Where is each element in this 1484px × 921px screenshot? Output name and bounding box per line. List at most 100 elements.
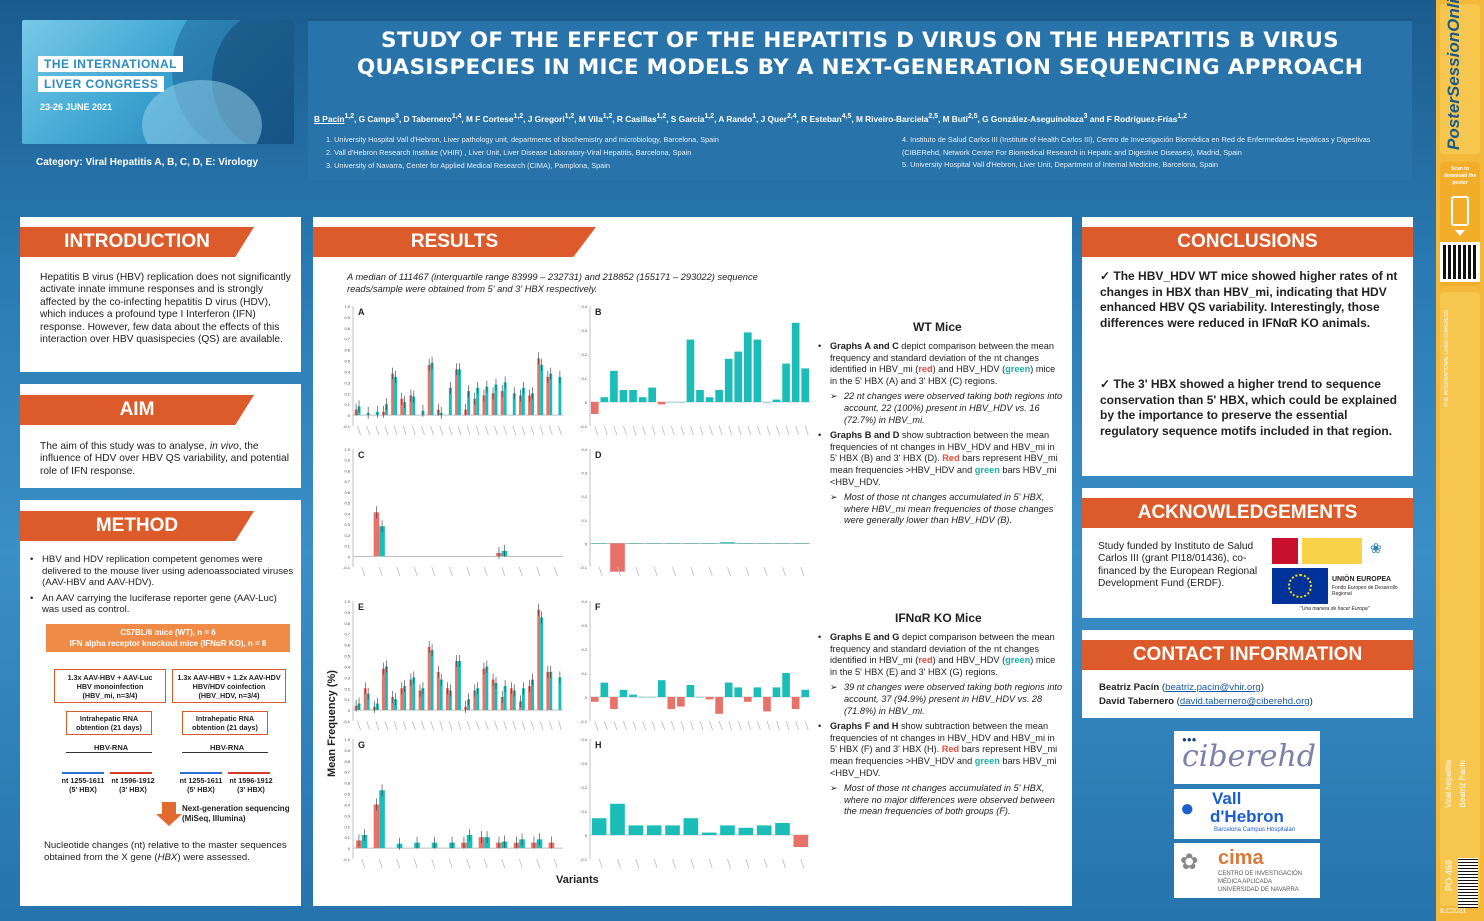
chart-category-tick <box>411 425 416 436</box>
chart-bar <box>491 679 495 711</box>
chart-tick-label: 0.3 <box>344 813 350 818</box>
chart-category-tick <box>727 858 731 869</box>
fragment-5-left <box>62 772 104 774</box>
chart-bar <box>500 697 504 711</box>
chart-bar <box>793 835 809 847</box>
method-bullets: HBV and HDV replication competent genome… <box>28 554 294 620</box>
chart-category-tick <box>448 566 453 577</box>
chart-bar <box>485 386 489 416</box>
chart-bar <box>772 687 781 697</box>
chart-bar <box>591 818 607 835</box>
affiliation-5: 5. University Hospital Vall d'Hebron, Li… <box>902 160 1218 169</box>
vallhebron-logo: ● Vall d'Hebron Barcelona Campus Hospita… <box>1174 789 1320 839</box>
chart-bar <box>473 690 477 711</box>
chart-tick-label: 0.8 <box>344 468 350 473</box>
chart-tick-label: 1.0 <box>344 447 350 452</box>
intro-panel: INTRODUCTION Hepatitis B virus (HBV) rep… <box>20 217 301 372</box>
chart-tick-label: 0.3 <box>581 761 587 766</box>
chart-tick-label: 0.4 <box>344 664 350 669</box>
chart-bar <box>391 373 395 416</box>
chart-bar <box>667 697 676 709</box>
chart-tick-label: 0.4 <box>581 304 587 309</box>
chart-category-tick <box>518 858 523 869</box>
contact-1: Beatriz Pacín (beatriz.pacin@vhir.org) <box>1099 682 1264 693</box>
chart-bar <box>467 391 471 416</box>
chart-category-tick <box>494 425 498 436</box>
chart-category-tick <box>670 720 675 731</box>
chart-category-tick <box>804 720 809 731</box>
chart-bar <box>590 697 599 702</box>
chart-category-tick <box>763 858 768 869</box>
method-panel: METHOD HBV and HDV replication competent… <box>20 500 301 906</box>
chart-category-tick <box>512 425 517 436</box>
info-panel <box>1440 292 1480 906</box>
chart-category-tick <box>396 858 401 869</box>
strip-footer: ILC2021 <box>1440 908 1467 915</box>
chart-tick-label: -0.1 <box>343 719 351 724</box>
chart-bar <box>494 682 498 711</box>
chart-tick-label: 0.8 <box>344 759 350 764</box>
chart-tick-label: 0.6 <box>344 490 350 495</box>
chart-bar <box>600 397 609 402</box>
email-link-2[interactable]: david.tabernero@ciberehd.org <box>1179 696 1310 707</box>
chart-bar <box>549 671 553 711</box>
fragment-3-right <box>228 772 270 774</box>
chart-bar <box>421 688 425 711</box>
chart-tick-label: 0.3 <box>344 675 350 680</box>
chart-tick-label: 0.4 <box>581 599 587 604</box>
chart-bar <box>791 322 800 402</box>
chart-category-tick <box>737 720 742 731</box>
chart-category-tick <box>642 425 646 436</box>
chart-category-tick <box>594 720 599 731</box>
chart-bar <box>528 395 532 416</box>
chart-category-tick <box>598 566 603 577</box>
chart-category-tick <box>448 720 453 731</box>
chart-category-tick <box>613 720 618 731</box>
fragment-3-left <box>110 772 152 774</box>
chart-tick-label: 0.3 <box>581 471 587 476</box>
ngs-label: Next-generation sequencing (MiSeq, Illumi… <box>182 804 290 823</box>
chart-category-tick <box>475 425 480 436</box>
chart-bar <box>546 671 550 711</box>
chart-category-tick <box>737 425 742 436</box>
chart-tick-label: 0.2 <box>344 686 350 691</box>
chart-category-tick <box>439 720 444 731</box>
title-box: STUDY OF THE EFFECT OF THE HEPATITIS D V… <box>308 18 1412 180</box>
phone-icon <box>1451 196 1469 226</box>
chart-bar <box>418 690 422 711</box>
chart-category-tick <box>393 425 398 436</box>
chart-bar <box>363 688 367 711</box>
chart-category-tick <box>483 858 488 869</box>
chart-tick-label: 1.0 <box>344 599 350 604</box>
chart-category-tick <box>670 425 675 436</box>
chart-category-tick <box>747 425 752 436</box>
chart-tick-label: 0.2 <box>581 785 587 790</box>
intro-text: Hepatitis B virus (HBV) replication does… <box>40 272 291 346</box>
chart-bar <box>753 687 762 697</box>
chart-tick-label: 0.7 <box>344 632 350 637</box>
chart-category-tick <box>785 425 790 436</box>
contact-2: David Tabernero (david.tabernero@cibereh… <box>1099 696 1313 707</box>
chart-bar <box>619 689 628 697</box>
chart-category-tick <box>603 425 608 436</box>
chart-bar <box>738 827 754 835</box>
chart-category-tick <box>530 425 535 436</box>
chart-bar <box>610 370 618 402</box>
method-footer: Nucleotide changes (nt) relative to the … <box>44 840 287 863</box>
chart-bar <box>720 825 735 835</box>
chart-category-tick <box>485 720 489 731</box>
congress-name-line1: THE INTERNATIONAL <box>38 56 183 72</box>
chart-category-tick <box>708 858 713 869</box>
chart-bar <box>509 688 513 711</box>
chart-tick-label: 0 <box>585 695 588 700</box>
qr-code[interactable] <box>1440 242 1480 282</box>
chart-bar <box>782 673 790 697</box>
chart-category-tick <box>785 720 790 731</box>
email-link-1[interactable]: beatriz.pacin@vhir.org <box>1165 682 1261 693</box>
chart-category-tick <box>718 425 723 436</box>
ciberehd-logo: ●●● ciberehd <box>1174 731 1320 784</box>
affiliation-4: 4. Instituto de Salud Carlos III (Instit… <box>902 135 1371 157</box>
chart-bar <box>677 697 685 707</box>
wt-text: Graphs A and C depict comparison between… <box>816 341 1064 531</box>
chart-bar <box>482 395 486 416</box>
